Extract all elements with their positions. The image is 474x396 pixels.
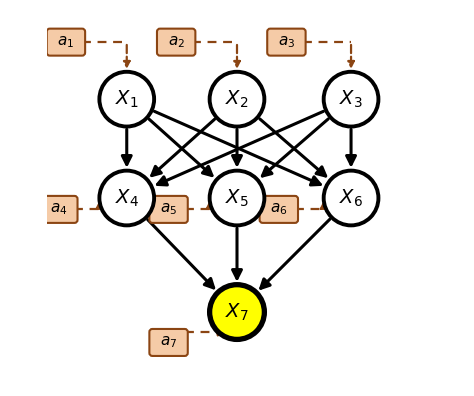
FancyBboxPatch shape — [47, 29, 85, 55]
FancyBboxPatch shape — [149, 196, 188, 223]
Text: $a_1$: $a_1$ — [57, 34, 74, 50]
Text: $a_2$: $a_2$ — [168, 34, 185, 50]
Circle shape — [100, 171, 154, 225]
FancyBboxPatch shape — [260, 196, 298, 223]
Text: $a_6$: $a_6$ — [270, 202, 288, 217]
Text: $X_7$: $X_7$ — [225, 301, 249, 323]
FancyBboxPatch shape — [267, 29, 306, 55]
Text: $a_5$: $a_5$ — [160, 202, 177, 217]
Text: $a_3$: $a_3$ — [278, 34, 295, 50]
FancyBboxPatch shape — [157, 29, 195, 55]
Text: $X_6$: $X_6$ — [339, 187, 363, 209]
Text: $a_4$: $a_4$ — [50, 202, 67, 217]
Text: $X_3$: $X_3$ — [339, 89, 363, 110]
Circle shape — [210, 72, 264, 127]
Circle shape — [324, 171, 378, 225]
Circle shape — [210, 285, 264, 339]
Circle shape — [324, 72, 378, 127]
FancyBboxPatch shape — [39, 196, 78, 223]
Text: $X_2$: $X_2$ — [225, 89, 249, 110]
Circle shape — [210, 171, 264, 225]
Circle shape — [100, 72, 154, 127]
Text: $X_4$: $X_4$ — [115, 187, 139, 209]
FancyBboxPatch shape — [149, 329, 188, 356]
Text: $X_5$: $X_5$ — [225, 187, 249, 209]
Text: $a_7$: $a_7$ — [160, 335, 177, 350]
Text: $X_1$: $X_1$ — [115, 89, 138, 110]
